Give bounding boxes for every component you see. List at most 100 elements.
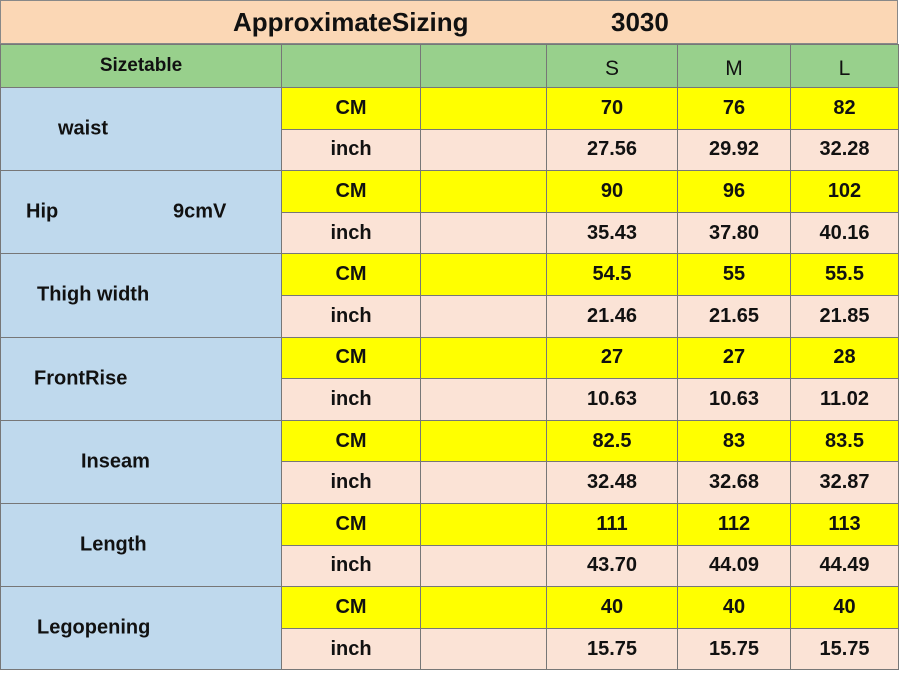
blank-cell (420, 211, 547, 255)
value-cm: 82.5 (546, 419, 678, 463)
value-inch: 21.65 (677, 294, 791, 338)
table-row: inch 21.46 21.65 21.85 (1, 294, 899, 338)
table-row: inch 35.43 37.80 40.16 (1, 211, 899, 255)
value-inch: 15.75 (546, 627, 678, 671)
table-row: waist CM 70 76 82 (0, 86, 899, 172)
value-inch: 44.09 (677, 544, 791, 588)
blank-cell (420, 461, 547, 504)
header-label: Sizetable (0, 44, 282, 88)
measure-cell: Thigh width (0, 253, 282, 338)
value-cm: 54.5 (546, 253, 678, 296)
size-header-m: M (677, 44, 791, 88)
table-row: inch 15.75 15.75 15.75 (1, 627, 899, 671)
blank-cell (420, 586, 547, 629)
value-cm: 83 (677, 419, 791, 463)
blank-cell (420, 87, 547, 130)
measure-cell: Hip 9cmV (0, 170, 282, 255)
value-cm: 96 (677, 170, 791, 213)
value-cm: 83.5 (790, 419, 899, 463)
measure-name: Thigh width (37, 283, 150, 306)
measure-cell: Legopening (0, 586, 282, 671)
value-inch: 43.70 (546, 544, 678, 588)
table-row: Legopening CM 40 40 40 (0, 586, 899, 671)
table-row: Length CM 111 112 113 (0, 502, 899, 588)
value-inch: 21.46 (546, 294, 678, 338)
table-row: inch 32.48 32.68 32.87 (1, 461, 899, 504)
value-cm: 112 (677, 502, 791, 546)
chart-title: ApproximateSizing (233, 7, 469, 37)
unit-cm: CM (281, 170, 421, 213)
blank-cell (420, 336, 547, 380)
value-inch: 32.28 (790, 128, 899, 172)
value-cm: 90 (546, 170, 678, 213)
blank-cell (420, 419, 547, 463)
table-row: Thigh width CM 54.5 55 55.5 (0, 253, 899, 338)
unit-cm: CM (281, 336, 421, 380)
unit-inch: inch (281, 544, 421, 588)
title-bar: ApproximateSizing 3030 (0, 0, 898, 44)
size-header-l: L (790, 44, 899, 88)
value-cm: 27 (677, 336, 791, 380)
value-cm: 40 (677, 586, 791, 629)
unit-inch: inch (281, 128, 421, 172)
product-code: 3030 (611, 7, 669, 37)
value-inch: 40.16 (790, 211, 899, 255)
unit-cm: CM (281, 502, 421, 546)
value-cm: 28 (790, 336, 899, 380)
header-blank (281, 44, 421, 88)
value-inch: 29.92 (677, 128, 791, 172)
size-table: Sizetable S M L waist CM 70 76 82 inch 27.56 29… (0, 44, 899, 671)
value-inch: 21.85 (790, 294, 899, 338)
value-cm: 27 (546, 336, 678, 380)
value-inch: 35.43 (546, 211, 678, 255)
measure-name: waist (58, 117, 109, 140)
value-inch: 10.63 (677, 378, 791, 421)
unit-cm: CM (281, 87, 421, 130)
header-row: Sizetable S M L (0, 44, 899, 88)
measure-cell: FrontRise (0, 336, 282, 421)
blank-cell (420, 253, 547, 296)
blank-cell (420, 170, 547, 213)
value-cm: 82 (790, 87, 899, 130)
value-cm: 102 (790, 170, 899, 213)
measure-cell: Length (0, 502, 282, 588)
blank-cell (420, 502, 547, 546)
unit-cm: CM (281, 586, 421, 629)
measure-name: Length (80, 533, 147, 556)
unit-inch: inch (281, 378, 421, 421)
measure-name: FrontRise (34, 367, 128, 390)
measure-cell: waist (0, 86, 282, 172)
value-cm: 70 (546, 87, 678, 130)
value-cm: 113 (790, 502, 899, 546)
value-cm: 76 (677, 87, 791, 130)
blank-cell (420, 128, 547, 172)
blank-cell (420, 294, 547, 338)
value-cm: 40 (790, 586, 899, 629)
value-cm: 111 (546, 502, 678, 546)
value-cm: 40 (546, 586, 678, 629)
unit-inch: inch (281, 461, 421, 504)
value-inch: 37.80 (677, 211, 791, 255)
unit-inch: inch (281, 627, 421, 671)
measure-name: Hip (26, 200, 59, 223)
unit-inch: inch (281, 211, 421, 255)
table-row: Inseam CM 82.5 83 83.5 (0, 419, 899, 504)
measure-cell: Inseam (0, 419, 282, 504)
value-inch: 32.48 (546, 461, 678, 504)
measure-name: Legopening (37, 616, 151, 639)
value-inch: 27.56 (546, 128, 678, 172)
measure-note: 9cmV (173, 200, 227, 223)
unit-inch: inch (281, 294, 421, 338)
blank-cell (420, 544, 547, 588)
value-inch: 44.49 (790, 544, 899, 588)
value-inch: 15.75 (790, 627, 899, 671)
unit-cm: CM (281, 253, 421, 296)
value-inch: 10.63 (546, 378, 678, 421)
value-inch: 32.87 (790, 461, 899, 504)
table-row: inch 10.63 10.63 11.02 (1, 378, 899, 421)
table-row: FrontRise CM 27 27 28 (0, 336, 899, 421)
blank-cell (420, 627, 547, 671)
size-header-s: S (546, 44, 678, 88)
header-blank (420, 44, 547, 88)
value-inch: 32.68 (677, 461, 791, 504)
